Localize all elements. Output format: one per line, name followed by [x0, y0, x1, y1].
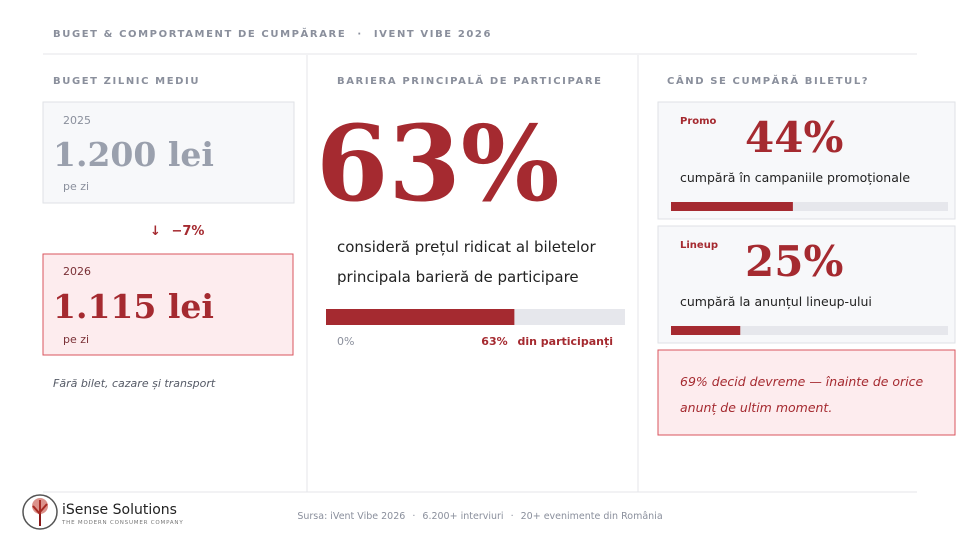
bar-fill	[671, 202, 793, 211]
bar-end-value: 63%	[481, 335, 507, 348]
card-text: cumpără în campaniile promoționale	[680, 170, 910, 185]
unit: pe zi	[63, 180, 89, 193]
header: BUGET & COMPORTAMENT DE CUMPĂRARE · IVEN…	[53, 27, 492, 40]
interviews: 6.200+ interviuri	[422, 511, 503, 522]
section-label: BUGET ZILNIC MEDIU	[53, 76, 200, 87]
card-percent: 25%	[745, 237, 843, 286]
callout-text: anunț de ultim moment.	[680, 400, 832, 415]
year: 2026	[63, 265, 91, 278]
amount: 1.115 lei	[53, 287, 214, 326]
change: ↓ −7%	[150, 224, 204, 239]
callout-text: 69% decid devreme — înainte de orice	[680, 374, 924, 389]
header-subtitle: IVENT VIBE 2026	[374, 29, 492, 40]
card	[657, 101, 956, 220]
section-label: BARIERA PRINCIPALĂ DE PARTICIPARE	[337, 74, 603, 87]
change-value: −7%	[171, 224, 204, 239]
tagline: THE MODERN CONSUMER COMPANY	[61, 520, 184, 526]
bar-start-label: 0%	[337, 335, 354, 348]
header-title: BUGET & COMPORTAMENT DE CUMPĂRARE	[53, 27, 346, 40]
card-text: cumpără la anunțul lineup-ului	[680, 294, 872, 309]
progress	[326, 309, 625, 325]
card	[42, 253, 294, 356]
source: Sursa: iVent Vibe 2026 · 6.200+ interviu…	[297, 511, 662, 522]
sep: ·	[511, 511, 514, 522]
card	[42, 101, 295, 204]
big-percent: 63%	[316, 102, 560, 225]
bar-end-suffix: din participanți	[517, 335, 613, 348]
year: 2025	[63, 114, 91, 127]
header-sep: ·	[357, 29, 362, 40]
cards: Promo 44% cumpără în campaniile promoționa…	[657, 101, 956, 344]
bar-track	[671, 202, 948, 211]
card-tag: Lineup	[680, 240, 718, 251]
card-tag: Promo	[680, 116, 717, 127]
events: 20+ evenimente din România	[521, 511, 663, 522]
unit: pe zi	[63, 333, 89, 346]
logo	[22, 494, 58, 530]
change-arrow: ↓	[150, 224, 161, 239]
card-percent: 44%	[745, 113, 843, 162]
logo-leaves	[32, 498, 48, 514]
section-label: CÂND SE CUMPĂRĂ BILETUL?	[667, 74, 869, 87]
bar-end-label: 63% din participanți	[481, 335, 613, 348]
brand: iSense Solutions	[62, 502, 177, 518]
text: principala barieră de participare	[337, 268, 579, 286]
source-text: Sursa: iVent Vibe 2026	[297, 511, 405, 522]
bar-fill	[671, 326, 741, 335]
bar-track	[671, 326, 948, 335]
callout	[657, 349, 956, 436]
sep: ·	[412, 511, 415, 522]
bar-fill	[326, 309, 515, 325]
card	[657, 225, 956, 344]
amount: 1.200 lei	[53, 135, 214, 174]
text: consideră prețul ridicat al biletelor	[337, 238, 596, 256]
note: Fără bilet, cazare și transport	[53, 377, 216, 390]
